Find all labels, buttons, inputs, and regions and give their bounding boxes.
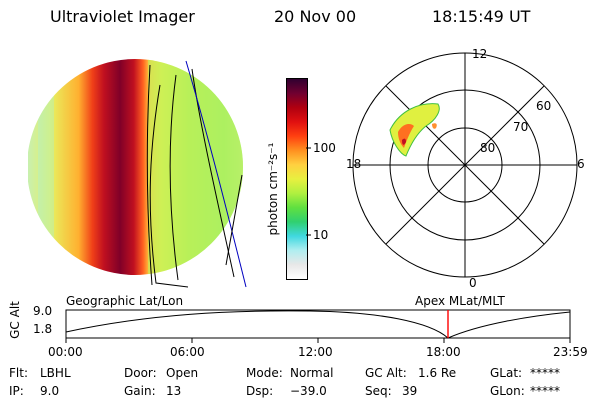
color-scale-ticks — [306, 147, 311, 236]
timeline-y-axis-label: GC Alt — [8, 301, 22, 339]
lat-label-80: 80 — [480, 141, 496, 155]
color-scale-tick-100: 100 — [313, 141, 336, 155]
earth-disk-image — [28, 59, 247, 288]
dsp-value: −39.0 — [290, 384, 327, 398]
timeline-x-tick-1200: 12:00 — [298, 345, 333, 359]
gc-alt-value: 1.6 Re — [418, 366, 457, 380]
polar-mlat-mlt-plot — [352, 52, 578, 278]
glat-value: ***** — [530, 366, 560, 380]
timeline-y-tick-9: 9.0 — [33, 304, 53, 318]
timeline-x-tick-2359: 23:59 — [553, 345, 588, 359]
ip-label: IP: — [9, 384, 24, 398]
gc-alt-label: GC Alt: — [365, 366, 407, 380]
timeline-left-caption: Geographic Lat/Lon — [66, 294, 184, 308]
flt-value: LBHL — [40, 366, 71, 380]
instrument-title: Ultraviolet Imager — [50, 7, 195, 26]
gain-label: Gain: — [124, 384, 156, 398]
glon-value: ***** — [530, 384, 560, 398]
mlt-label-0: 0 — [469, 276, 477, 290]
color-scale-unit-label: photon cm⁻²s⁻¹ — [266, 142, 280, 236]
seq-value: 39 — [402, 384, 418, 398]
gain-value: 13 — [166, 384, 182, 398]
timeline-altitude-plot — [65, 309, 571, 343]
timeline-x-tick-0000: 00:00 — [48, 345, 83, 359]
flt-label: Flt: — [9, 366, 28, 380]
lat-label-70: 70 — [513, 120, 529, 134]
observation-time: 18:15:49 UT — [432, 7, 531, 26]
mode-label: Mode: — [246, 366, 283, 380]
ip-value: 9.0 — [40, 384, 60, 398]
door-value: Open — [166, 366, 199, 380]
mlt-label-18: 18 — [346, 157, 362, 171]
glat-label: GLat: — [490, 366, 523, 380]
lat-label-60: 60 — [536, 99, 552, 113]
mlt-label-12: 12 — [472, 47, 488, 61]
observation-date: 20 Nov 00 — [274, 7, 357, 26]
mlt-label-6: 6 — [577, 157, 585, 171]
glon-label: GLon: — [490, 384, 525, 398]
timeline-x-tick-0600: 06:00 — [170, 345, 205, 359]
seq-label: Seq: — [365, 384, 392, 398]
timeline-right-caption: Apex MLat/MLT — [415, 294, 505, 308]
dsp-label: Dsp: — [246, 384, 274, 398]
color-scale-tick-10: 10 — [313, 228, 329, 242]
door-label: Door: — [124, 366, 157, 380]
timeline-y-tick-1-8: 1.8 — [33, 322, 53, 336]
color-scale-bar — [286, 78, 308, 280]
mode-value: Normal — [290, 366, 334, 380]
timeline-x-tick-1800: 18:00 — [426, 345, 461, 359]
